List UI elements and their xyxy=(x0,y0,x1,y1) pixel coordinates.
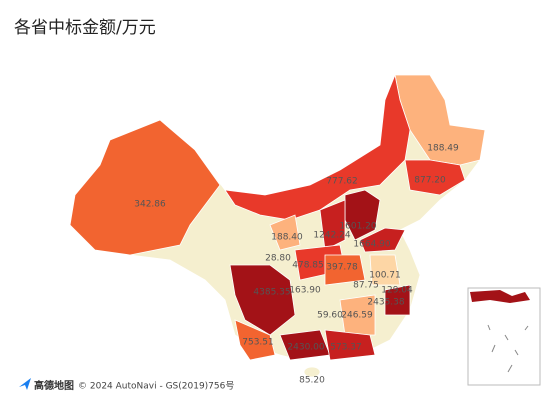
province xyxy=(224,73,411,221)
province xyxy=(229,264,296,336)
logo-text: 高德地图 xyxy=(34,379,74,392)
inset-islands xyxy=(487,324,529,373)
province xyxy=(339,294,376,336)
region-label: 397.78 xyxy=(326,263,358,273)
region-label: 877.20 xyxy=(414,176,446,186)
region-label: 753.51 xyxy=(242,338,274,348)
region-label: 28.80 xyxy=(265,254,291,264)
region-label: 188.40 xyxy=(271,233,303,243)
region-label: 129.04 xyxy=(381,286,413,296)
province xyxy=(324,329,376,361)
logo-icon xyxy=(19,378,31,390)
region-label: 1601.20 xyxy=(339,222,376,232)
region-label: 59.60 xyxy=(317,311,343,321)
province xyxy=(404,159,466,196)
region-label: 163.90 xyxy=(289,286,321,296)
inset-frame xyxy=(467,287,541,386)
region-label: 4385.35 xyxy=(253,288,290,298)
province xyxy=(69,119,221,256)
region-label: 246.59 xyxy=(341,311,373,321)
province xyxy=(303,366,321,378)
title: 各省中标金额/万元 xyxy=(14,18,156,38)
attribution: © 2024 AutoNavi - GS(2019)756号 xyxy=(78,381,234,392)
province xyxy=(369,254,401,286)
region-label: 478.85 xyxy=(292,261,324,271)
region-label: 2430.00 xyxy=(287,343,324,353)
province xyxy=(384,284,411,316)
province xyxy=(269,214,301,251)
region-label: 1242.24 xyxy=(313,231,350,241)
region-label: 85.20 xyxy=(299,376,325,386)
region-label: 573.37 xyxy=(330,343,362,353)
province xyxy=(324,254,366,286)
region-label: 2435.38 xyxy=(367,298,404,308)
regions xyxy=(69,73,486,378)
region-label: 87.75 xyxy=(353,281,379,291)
province xyxy=(234,319,276,361)
region-label: 1664.90 xyxy=(353,240,390,250)
province xyxy=(319,199,346,251)
region-label: 342.86 xyxy=(134,200,166,210)
inset-land xyxy=(470,290,530,303)
region-label: 100.71 xyxy=(369,271,401,281)
province xyxy=(359,227,406,253)
region-label: 188.49 xyxy=(427,144,459,154)
region-label: 777.62 xyxy=(326,177,358,187)
